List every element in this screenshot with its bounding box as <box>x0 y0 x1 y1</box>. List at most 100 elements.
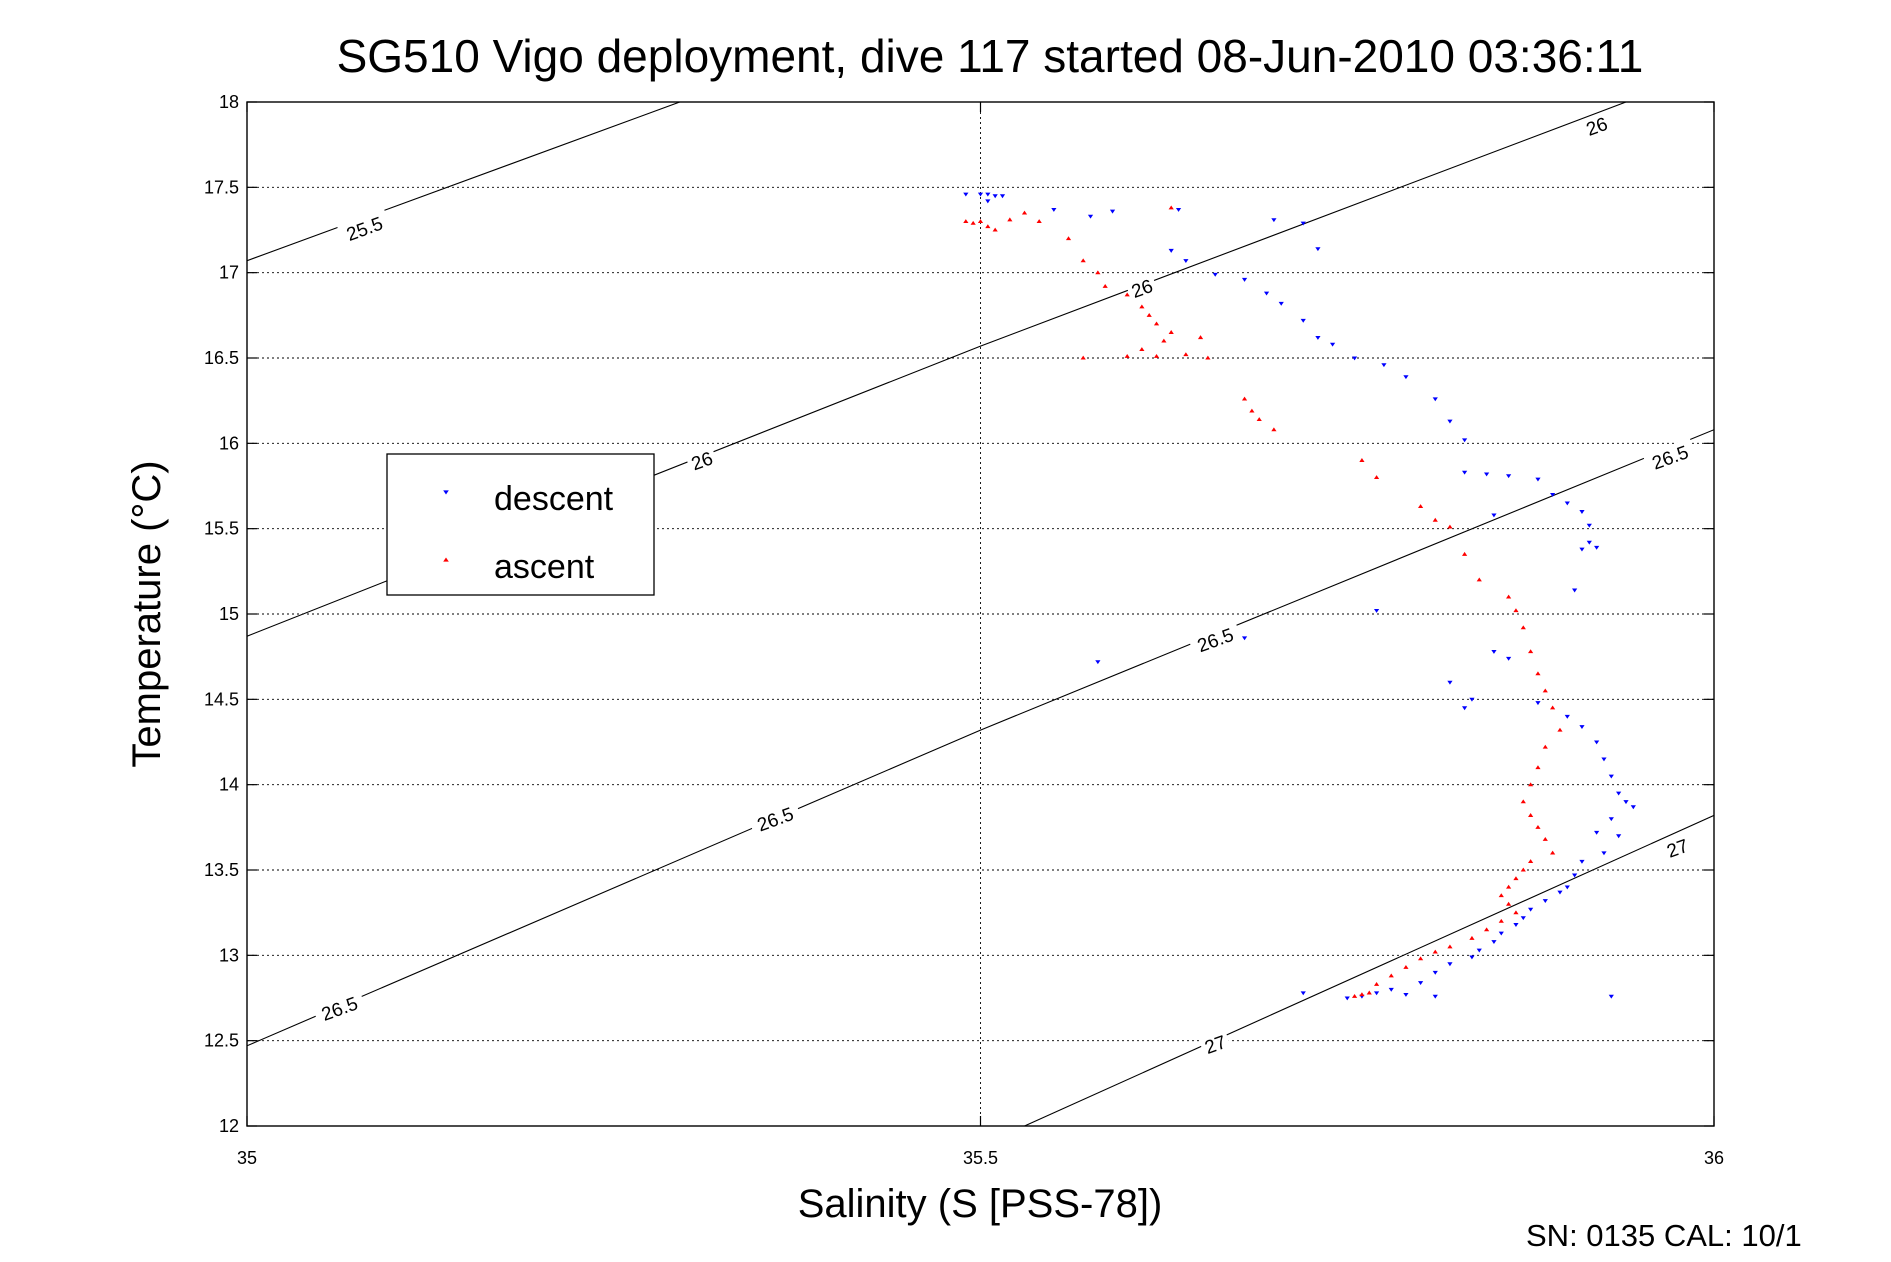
descent-point <box>1608 817 1614 822</box>
descent-point <box>1271 218 1277 223</box>
ascent-point <box>1403 964 1409 969</box>
ascent-point <box>1506 884 1512 889</box>
x-tick-label: 36 <box>1704 1148 1724 1168</box>
ascent-point <box>1557 727 1563 732</box>
ascent-point <box>1021 210 1028 215</box>
descent-point <box>1476 948 1482 953</box>
ascent-point <box>1359 992 1365 997</box>
chart-title: SG510 Vigo deployment, dive 117 started … <box>337 30 1644 82</box>
ascent-point <box>1506 594 1512 599</box>
ascent-point <box>977 219 984 224</box>
descent-point <box>1315 247 1321 252</box>
ascent-point <box>1388 973 1394 978</box>
descent-point <box>1579 725 1585 729</box>
legend-descent-triangle <box>443 490 449 495</box>
descent-point <box>1462 438 1468 443</box>
legend-descent-marker <box>443 490 449 495</box>
descent-point <box>1175 207 1182 212</box>
descent-point <box>1608 774 1614 779</box>
descent-point <box>1183 259 1189 264</box>
ascent-point <box>1520 799 1526 804</box>
y-tick-label: 16.5 <box>204 348 239 368</box>
descent-point <box>1513 923 1519 927</box>
ascent-point <box>1146 312 1152 317</box>
descent-point <box>992 194 998 199</box>
legend-ascent-label: ascent <box>494 548 595 586</box>
ascent-point <box>985 224 991 229</box>
descent-point <box>1168 248 1174 253</box>
y-tick-label: 13 <box>219 945 239 965</box>
legend-box <box>386 453 655 596</box>
descent-point <box>1491 649 1497 654</box>
ascent-point <box>1036 219 1042 224</box>
descent-series <box>963 192 1636 1001</box>
descent-point <box>1212 272 1218 277</box>
y-tick-label: 12.5 <box>204 1031 239 1051</box>
descent-point <box>1572 588 1578 593</box>
ascent-point <box>1168 330 1174 334</box>
ascent-point <box>1124 292 1130 297</box>
ascent-point <box>1550 850 1556 855</box>
y-tick-label: 16 <box>219 433 239 453</box>
descent-point <box>1594 830 1600 835</box>
ascent-point <box>1476 577 1482 582</box>
descent-point <box>1087 214 1094 219</box>
descent-point <box>1315 335 1321 340</box>
descent-point <box>1506 656 1512 661</box>
descent-point <box>1564 714 1570 719</box>
descent-point <box>1351 356 1358 361</box>
descent-point <box>1484 472 1490 477</box>
ascent-point <box>1161 338 1167 343</box>
ascent-point <box>992 227 998 232</box>
y-tick-label: 14.5 <box>204 689 239 709</box>
descent-point <box>1542 899 1548 904</box>
ascent-point <box>1469 935 1475 940</box>
ascent-point <box>1513 608 1519 613</box>
ascent-point <box>1447 944 1453 949</box>
ascent-point <box>1498 893 1504 898</box>
descent-point <box>1447 680 1453 685</box>
y-tick-label: 15 <box>219 604 239 624</box>
y-tick-label: 13.5 <box>204 860 239 880</box>
descent-point <box>1051 207 1057 212</box>
y-tick-label: 17.5 <box>204 177 239 197</box>
descent-point <box>1109 209 1116 214</box>
ascent-point <box>1095 270 1101 275</box>
ascent-point <box>1205 355 1211 360</box>
ascent-point <box>1153 321 1160 326</box>
descent-point <box>1462 706 1468 711</box>
ascent-point <box>1183 352 1189 357</box>
descent-point <box>1550 492 1556 497</box>
descent-point <box>1469 697 1475 702</box>
descent-point <box>1572 873 1578 878</box>
contour-label: 27 <box>1198 1028 1233 1060</box>
ascent-point <box>1168 205 1174 210</box>
ascent-point <box>1139 347 1145 352</box>
descent-point <box>1403 993 1409 997</box>
ascent-point <box>1418 956 1424 961</box>
descent-point <box>1579 859 1585 864</box>
grid-lines <box>247 102 1714 1126</box>
ascent-point <box>1373 982 1380 986</box>
y-tick-label: 12 <box>219 1116 239 1136</box>
ascent-point <box>1432 517 1438 522</box>
x-tick-label: 35 <box>237 1148 257 1168</box>
descent-point <box>1601 851 1607 856</box>
descent-point <box>1300 318 1306 323</box>
descent-point <box>1344 996 1350 1001</box>
ascent-point <box>1513 876 1519 881</box>
descent-point <box>1491 513 1497 518</box>
ascent-point <box>1462 551 1468 556</box>
y-tick-label: 17 <box>219 263 239 283</box>
contour-label: 26 <box>684 445 719 476</box>
descent-point <box>1373 991 1380 996</box>
ascent-point <box>1506 901 1512 906</box>
ascent-point <box>1535 824 1541 829</box>
descent-point <box>1498 931 1504 936</box>
descent-point <box>1535 477 1541 482</box>
ascent-point <box>1528 782 1534 787</box>
legend-ascent-marker <box>443 557 449 562</box>
descent-point <box>963 192 969 197</box>
descent-point <box>985 199 991 204</box>
contour-line-26-5 <box>247 429 1714 1047</box>
